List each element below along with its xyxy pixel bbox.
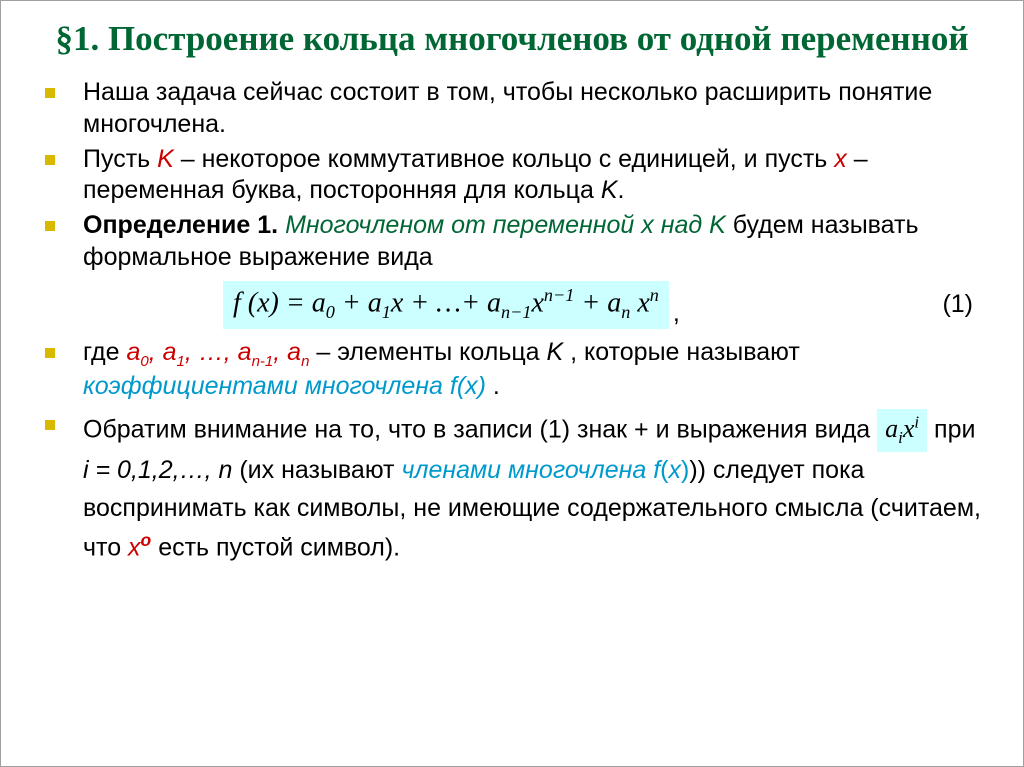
- f-en1: n−1: [544, 285, 574, 305]
- f-s0: 0: [326, 302, 335, 322]
- b4-sep1: ,: [149, 338, 163, 366]
- b4-d: коэффициентами многочлена f(x): [83, 372, 486, 400]
- b5-o: o: [141, 530, 152, 550]
- b5-d: (их называют: [232, 456, 401, 484]
- b5-x: x: [128, 534, 141, 562]
- bullet-5: Обратим внимание на то, что в записи (1)…: [83, 409, 983, 567]
- b5-i: есть пустой символ).: [151, 534, 400, 562]
- b5-a: Обратим внимание на то, что в записи (1)…: [83, 415, 877, 443]
- formula-row: f (x) = a0 + a1x + …+ an−1xn−1 + an xn ,…: [83, 281, 983, 329]
- formula-comma: ,: [673, 282, 680, 328]
- if-a: a: [885, 414, 898, 443]
- b4-a1s: 1: [177, 353, 185, 370]
- b4-dots: …,: [199, 338, 238, 366]
- b4-sep2: ,: [185, 338, 199, 366]
- b2-x: x: [834, 145, 847, 173]
- bullet-4: где a0, a1, …, an-1, an – элементы кольц…: [83, 337, 983, 403]
- b5-c: i = 0,1,2,…, n: [83, 456, 232, 484]
- b4-b: – элементы кольца: [309, 338, 546, 366]
- bullet-2: Пусть K – некоторое коммутативное кольцо…: [83, 144, 983, 207]
- equation-number: (1): [680, 290, 983, 319]
- f-s1: 1: [382, 302, 391, 322]
- b3-def: Определение 1.: [83, 211, 278, 239]
- b4-a: где: [83, 338, 126, 366]
- f-x: x + …+ a: [391, 287, 501, 318]
- b2-K: K: [157, 145, 174, 173]
- f-xn: x: [630, 287, 649, 318]
- main-formula: f (x) = a0 + a1x + …+ an−1xn−1 + an xn: [223, 281, 669, 329]
- b2-K2: K: [601, 176, 618, 204]
- b5-e: членами многочлена f: [401, 456, 660, 484]
- b2-a: Пусть: [83, 145, 157, 173]
- b3-green: Многочленом от переменной x над K: [278, 211, 726, 239]
- b4-an1s: n-1: [252, 353, 274, 370]
- b4-c: , которые называют: [563, 338, 800, 366]
- b4-K: K: [547, 338, 564, 366]
- bullet-1: Наша задача сейчас состоит в том, чтобы …: [83, 77, 983, 140]
- if-ie: i: [914, 412, 919, 431]
- b5-b: при: [927, 415, 975, 443]
- f-en: n: [650, 285, 659, 305]
- b4-a1a: a: [163, 338, 177, 366]
- if-x: x: [903, 414, 915, 443]
- f-main: f (x) = a: [233, 287, 326, 318]
- slide-content: Наша задача сейчас состоит в том, чтобы …: [31, 77, 993, 567]
- b4-ana: a: [287, 338, 301, 366]
- b2-b: – некоторое коммутативное кольцо с едини…: [174, 145, 834, 173]
- b5-g: x: [668, 456, 681, 484]
- inline-formula: aixi: [877, 409, 927, 453]
- b4-sep3: ,: [273, 338, 287, 366]
- f-p2: + a: [574, 287, 621, 318]
- bullet-3: Определение 1. Многочленом от переменной…: [83, 210, 983, 273]
- bullet-1-text: Наша задача сейчас состоит в том, чтобы …: [83, 78, 932, 137]
- b4-a0s: 0: [140, 353, 148, 370]
- b4-e: .: [486, 372, 500, 400]
- b2-d: .: [618, 176, 625, 204]
- f-sn1: n−1: [501, 302, 531, 322]
- f-p1: + a: [335, 287, 382, 318]
- b4-a0a: a: [126, 338, 140, 366]
- f-sn: n: [621, 302, 630, 322]
- f-xn1: x: [531, 287, 543, 318]
- b4-an1a: a: [238, 338, 252, 366]
- slide-title: §1. Построение кольца многочленов от одн…: [31, 19, 993, 59]
